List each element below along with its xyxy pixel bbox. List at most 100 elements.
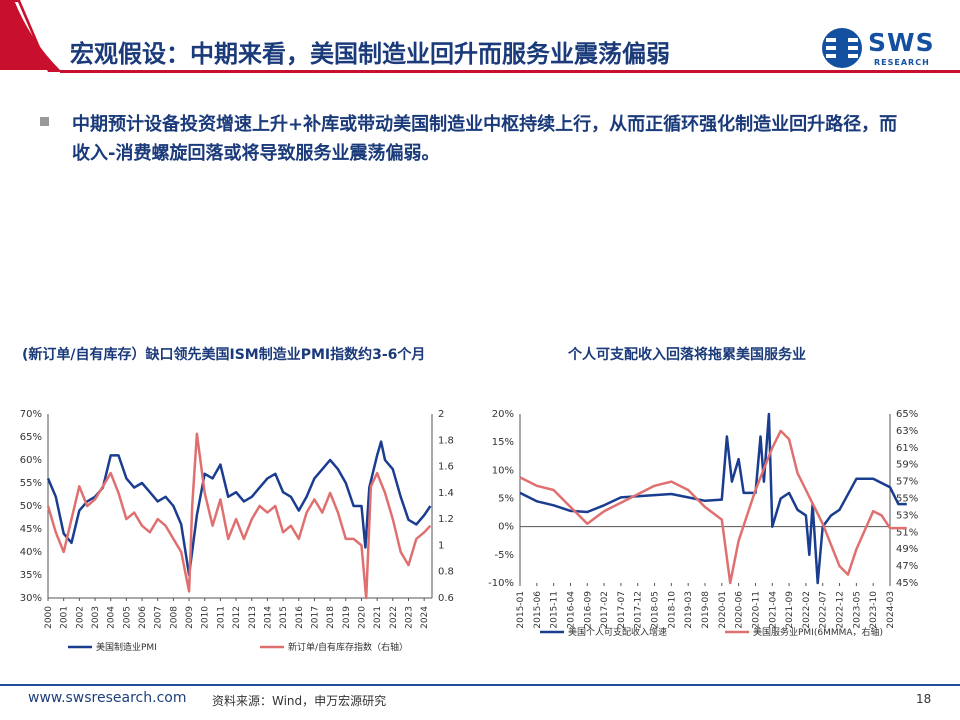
logo-subtext: RESEARCH: [874, 58, 930, 67]
left-axis-tick: 15%: [492, 437, 514, 448]
right-axis-tick: 45%: [896, 578, 918, 589]
chart1-title: (新订单/自有库存）缺口领先美国ISM制造业PMI指数约3-6个月: [22, 347, 426, 363]
chart1-manufacturing-pmi: 70% 65% 60% 55% 50% 45% 40% 35% 30% 2 1.8 1.6 1.4 1.2…: [20, 409, 454, 653]
footer-url[interactable]: www.swsresearch.com: [28, 690, 187, 706]
right-axis-tick: 1.2: [438, 514, 454, 525]
x-axis-tick: 2023: [404, 606, 414, 629]
left-axis-tick: 30%: [20, 593, 42, 604]
left-axis-tick: 40%: [20, 547, 42, 558]
right-axis-tick: 55%: [896, 494, 918, 505]
x-axis-tick: 2016-04: [566, 591, 576, 629]
x-axis-tick: 2018-10: [667, 591, 677, 629]
left-axis-tick: 70%: [20, 409, 42, 420]
x-axis-tick: 2015: [279, 606, 289, 629]
chart2-services-pmi: 20% 15% 10% 5% 0% -5% -10% 65% 63% 61% 59% 57% 55% 53…: [488, 409, 918, 638]
left-axis-tick: 50%: [20, 501, 42, 512]
x-axis-tick: 2021-04: [768, 591, 778, 629]
left-axis-tick: 35%: [20, 570, 42, 581]
x-axis-tick: 2017-02: [600, 591, 610, 629]
x-axis-tick: 2015-01: [516, 591, 526, 629]
x-axis-tick: 2020: [357, 606, 367, 629]
legend-label: 美国服务业PMI(6MMMA，右轴): [753, 626, 883, 638]
right-axis-tick: 59%: [896, 460, 918, 471]
right-axis-tick: 47%: [896, 561, 918, 572]
x-axis-tick: 2001: [60, 606, 70, 629]
x-axis-tick: 2017-12: [634, 591, 644, 629]
right-axis-tick: 65%: [896, 409, 918, 420]
x-axis-tick: 2023-05: [852, 591, 862, 629]
right-axis-tick: 63%: [896, 426, 918, 437]
bullet-text: 中期预计设备投资增速上升+补库或带动美国制造业中枢持续上行，从而正循环强化制造业…: [72, 114, 898, 164]
header-red-corner: [0, 0, 60, 70]
left-axis-tick: -10%: [488, 578, 514, 589]
x-axis-tick: 2007: [154, 606, 164, 629]
right-axis-tick: 0.8: [438, 567, 454, 578]
right-axis-tick: 57%: [896, 477, 918, 488]
right-axis-tick: 0.6: [438, 593, 454, 604]
right-axis-tick: 1.6: [438, 462, 454, 473]
x-axis-tick: 2017-07: [617, 591, 627, 629]
left-axis-tick: 0%: [498, 522, 514, 533]
footer-line: [0, 684, 960, 686]
left-axis-tick: 5%: [498, 494, 514, 505]
x-axis-tick: 2010: [201, 606, 211, 629]
sws-logo: SWS RESEARCH: [820, 26, 940, 74]
series-line-secondary: [519, 429, 907, 585]
bullet-square: [40, 117, 49, 126]
x-axis-tick: 2018-05: [651, 591, 661, 629]
x-axis-tick: 2011: [216, 606, 226, 629]
left-axis-tick: 65%: [20, 432, 42, 443]
left-axis-tick: 55%: [20, 478, 42, 489]
x-axis-tick: 2003: [91, 606, 101, 629]
left-axis-tick: -5%: [495, 550, 514, 561]
left-axis-tick: 45%: [20, 524, 42, 535]
x-axis-tick: 2021: [373, 606, 383, 629]
right-axis-tick: 53%: [896, 510, 918, 521]
left-axis-tick: 60%: [20, 455, 42, 466]
series-line-primary: [46, 440, 432, 577]
x-axis-tick: 2016-09: [583, 591, 593, 629]
right-axis-tick: 1.8: [438, 435, 454, 446]
x-axis-tick: 2015-06: [533, 591, 543, 629]
x-axis-tick: 2020-11: [751, 591, 761, 629]
x-axis-tick: 2024: [420, 606, 430, 629]
x-axis-tick: 2009: [185, 606, 195, 629]
x-axis-tick: 2002: [75, 606, 85, 629]
x-axis-tick: 2006: [138, 606, 148, 629]
legend-label: 新订单/自有库存指数（右轴）: [288, 641, 408, 653]
logo-text: SWS: [868, 28, 935, 57]
x-axis-tick: 2017: [310, 606, 320, 629]
right-axis-tick: 1: [438, 540, 444, 551]
sws-logo-icon: [822, 28, 862, 68]
x-axis-tick: 2022-12: [836, 591, 846, 629]
legend-label: 美国制造业PMI: [96, 641, 157, 653]
chart2-title: 个人可支配收入回落将拖累美国服务业: [568, 347, 806, 363]
x-axis-tick: 2014: [263, 606, 273, 629]
x-axis-tick: 2023-10: [869, 591, 879, 629]
x-axis-tick: 2020-01: [718, 591, 728, 629]
x-axis-tick: 2022-07: [819, 591, 829, 629]
x-axis-tick: 2015-11: [550, 591, 560, 629]
right-axis-tick: 2: [438, 409, 444, 420]
left-axis-tick: 10%: [492, 465, 514, 476]
legend-label: 美国个人可支配收入增速: [568, 626, 667, 638]
x-axis-tick: 2024-03: [886, 591, 896, 629]
x-axis-tick: 2019-03: [684, 591, 694, 629]
x-axis-tick: 2019-08: [701, 591, 711, 629]
x-axis-tick: 2016: [295, 606, 305, 629]
footer-source: 资料来源：Wind，申万宏源研究: [212, 694, 387, 708]
x-axis-tick: 2004: [107, 606, 117, 629]
right-axis-tick: 51%: [896, 527, 918, 538]
page-number: 18: [916, 692, 932, 706]
series-line-primary: [519, 412, 907, 585]
x-axis-tick: 2013: [248, 606, 258, 629]
header-band: [0, 0, 960, 73]
x-axis-tick: 2000: [44, 606, 54, 629]
x-axis-tick: 2018: [326, 606, 336, 629]
left-axis-tick: 20%: [492, 409, 514, 420]
right-axis-tick: 61%: [896, 443, 918, 454]
x-axis-tick: 2005: [122, 606, 132, 629]
page-title: 宏观假设：中期来看，美国制造业回升而服务业震荡偏弱: [70, 39, 670, 68]
series-line-secondary: [46, 432, 432, 600]
x-axis-tick: 2022-02: [802, 591, 812, 629]
